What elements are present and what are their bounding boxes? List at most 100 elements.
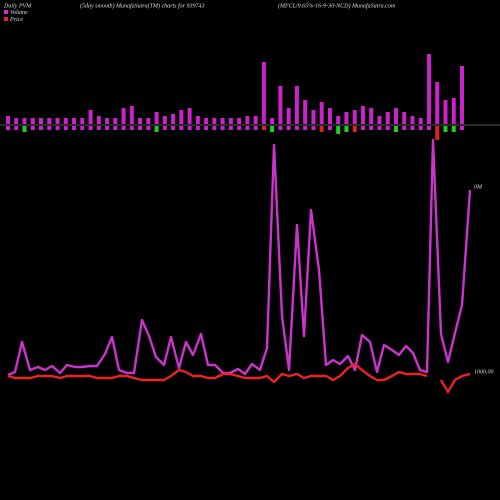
pvm-bar [377, 116, 382, 124]
pvm-bar [311, 126, 316, 130]
pvm-bar [418, 126, 423, 130]
legend-label: Price [9, 17, 23, 23]
pvm-bar [204, 126, 209, 130]
pvm-bar [385, 112, 390, 124]
pvm-bar [270, 118, 275, 124]
pvm-bar [278, 86, 283, 124]
pvm-bar [63, 126, 68, 130]
pvm-bar [435, 126, 440, 140]
pvm-bar [195, 116, 200, 124]
pvm-bar [88, 126, 93, 130]
pvm-bar [22, 118, 27, 124]
pvm-bar [162, 116, 167, 124]
pvm-bar [121, 108, 126, 124]
pvm-bar [72, 126, 77, 130]
pvm-bar [171, 114, 176, 124]
pvm-bar [426, 126, 431, 130]
pvm-bar [327, 126, 332, 130]
pvm-bar [344, 112, 349, 124]
pvm-bar [39, 126, 44, 130]
pvm-bar [311, 110, 316, 124]
pvm-bar [410, 116, 415, 124]
pvm-bar [460, 66, 464, 124]
pvm-bar [39, 118, 44, 124]
chart-caption: (MFCL/9.65%-16-9-30-NCD) MunafaSutra.com [278, 2, 396, 9]
pvm-bar [261, 126, 266, 130]
pvm-bar [253, 116, 258, 124]
pvm-bar [393, 126, 398, 132]
pvm-bar [245, 116, 250, 124]
series-line [7, 362, 471, 394]
pvm-bar [80, 126, 85, 130]
pvm-bar [385, 126, 390, 130]
pvm-bar [418, 118, 423, 124]
pvm-bar [460, 126, 464, 130]
pvm-bar [55, 118, 60, 124]
pvm-bar [154, 126, 159, 132]
pvm-bar [352, 110, 357, 124]
pvm-bar [278, 126, 283, 130]
pvm-bar [96, 126, 101, 130]
pvm-bar [286, 108, 291, 124]
annotation: 0M [474, 184, 483, 190]
pvm-bar [245, 126, 250, 130]
pvm-bar [443, 126, 448, 132]
pvm-bar [451, 126, 456, 132]
pvm-bar [6, 116, 10, 124]
pvm-bar [443, 100, 448, 124]
pvm-bar [121, 126, 126, 130]
pvm-bar [352, 126, 357, 132]
pvm-bar [30, 118, 35, 124]
pvm-bar [113, 126, 118, 130]
pvm-bar [377, 126, 382, 130]
pvm-bar [303, 126, 308, 130]
pvm-bar [113, 118, 118, 124]
pvm-bar [228, 126, 233, 130]
pvm-bar [303, 100, 308, 124]
pvm-bar [47, 118, 52, 124]
pvm-bar [22, 126, 27, 132]
pvm-bar [88, 110, 93, 124]
legend-label: Volume [10, 10, 28, 16]
pvm-bar [105, 126, 110, 130]
pvm-bar [47, 126, 52, 130]
pvm-bar [55, 126, 60, 130]
pvm-bar [171, 126, 176, 130]
pvm-bar [146, 126, 151, 130]
pvm-bar [270, 126, 275, 132]
legend-swatch [4, 10, 8, 14]
pvm-bar [187, 108, 192, 124]
pvm-bar [369, 108, 374, 124]
pvm-bar [402, 126, 407, 130]
pvm-bar [105, 118, 110, 124]
annotation: 1000.00 [474, 369, 494, 375]
pvm-bar [237, 118, 242, 124]
pvm-bar [212, 118, 217, 124]
pvm-bar [146, 118, 151, 124]
pvm-bar [179, 126, 184, 130]
pvm-bar [179, 110, 184, 124]
pvm-bar [154, 112, 159, 124]
pvm-bar [129, 126, 134, 130]
pvm-bar [402, 112, 407, 124]
pvm-bar [162, 126, 167, 130]
pvm-bar [344, 126, 349, 132]
pvm-bar [63, 118, 68, 124]
pvm-bar [220, 126, 225, 130]
pvm-bar [319, 102, 324, 124]
pvm-bar [187, 126, 192, 130]
pvm-bar [410, 126, 415, 130]
pvm-bar [129, 106, 134, 124]
pvm-bar [80, 118, 85, 124]
pvm-bar [237, 126, 242, 130]
pvm-bar [72, 118, 77, 124]
pvm-bar [253, 126, 258, 130]
pvm-bar [426, 54, 431, 124]
pvm-bar [393, 108, 398, 124]
pvm-bar [261, 62, 266, 124]
pvm-bar [228, 118, 233, 124]
pvm-bar [14, 118, 19, 124]
pvm-bar [204, 118, 209, 124]
pvm-bar [96, 116, 101, 124]
